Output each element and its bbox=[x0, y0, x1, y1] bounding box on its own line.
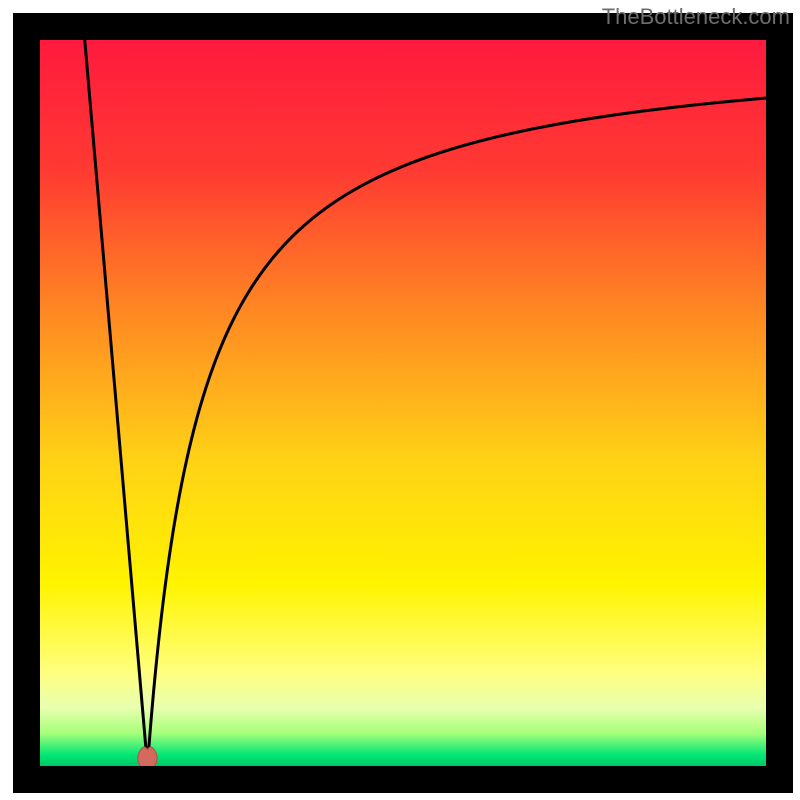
chart-container: TheBottleneck.com bbox=[0, 0, 800, 800]
gradient-background bbox=[40, 40, 766, 766]
bottleneck-chart-svg bbox=[0, 0, 800, 800]
watermark-text: TheBottleneck.com bbox=[602, 4, 790, 30]
